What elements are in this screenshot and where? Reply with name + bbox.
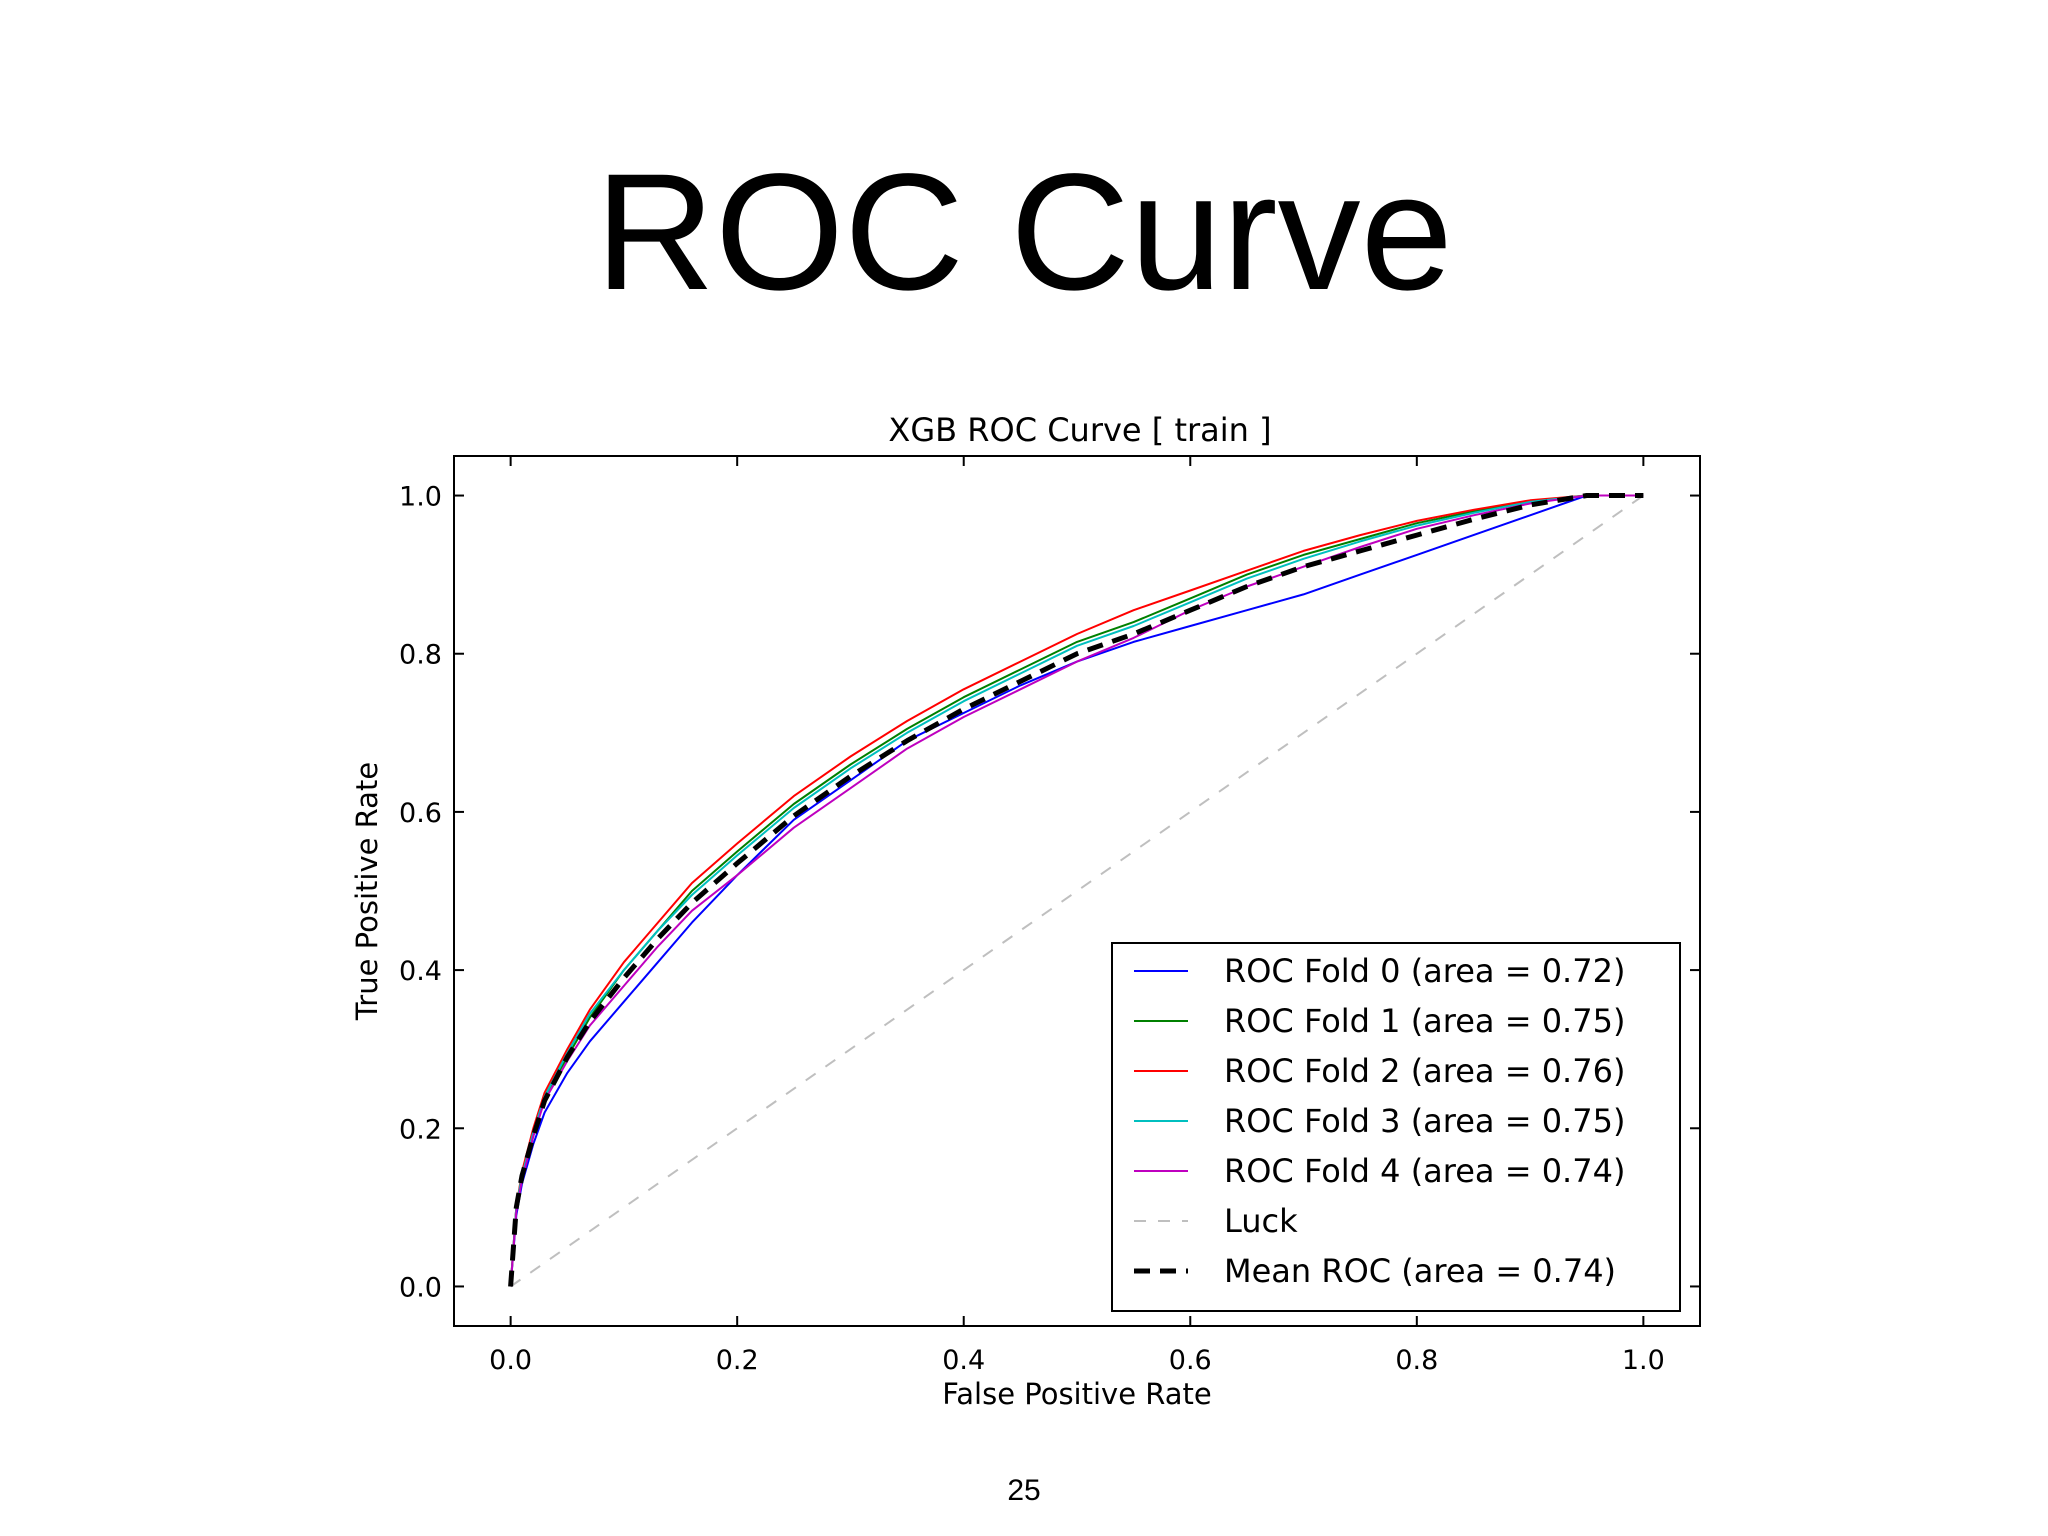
series-line-4 bbox=[509, 494, 1644, 1287]
legend-label-2: ROC Fold 2 (area = 0.76) bbox=[1224, 1052, 1625, 1090]
legend-label-4: ROC Fold 4 (area = 0.74) bbox=[1224, 1152, 1625, 1190]
chart-title: XGB ROC Curve [ train ] bbox=[888, 411, 1271, 449]
x-tick-label: 0.2 bbox=[716, 1345, 759, 1376]
series-line-2 bbox=[509, 494, 1644, 1287]
y-tick-label: 0.0 bbox=[399, 1272, 442, 1303]
x-tick-label: 0.6 bbox=[1169, 1345, 1212, 1376]
y-tick-label: 0.4 bbox=[399, 956, 442, 987]
series-layer bbox=[508, 493, 1644, 1288]
x-tick-label: 1.0 bbox=[1622, 1345, 1665, 1376]
y-tick-label: 0.6 bbox=[399, 798, 442, 829]
y-tick-label: 0.2 bbox=[399, 1114, 442, 1145]
legend-label-0: ROC Fold 0 (area = 0.72) bbox=[1224, 952, 1625, 990]
legend-label-5: Luck bbox=[1224, 1202, 1298, 1240]
slide-title: ROC Curve bbox=[595, 140, 1453, 325]
legend-entries: ROC Fold 0 (area = 0.72) ROC Fold 1 (area… bbox=[1134, 952, 1625, 1290]
series-line-6 bbox=[508, 493, 1644, 1287]
page-number: 25 bbox=[1007, 1474, 1041, 1507]
y-tick-label: 0.8 bbox=[399, 640, 442, 671]
x-tick-label: 0.4 bbox=[942, 1345, 985, 1376]
ticks-layer: 0.0 0.2 0.4 0.6 0.8 1.0 0.0 0.2 0.4 0.6 0.8 1.0 bbox=[399, 456, 1700, 1376]
legend: ROC Fold 0 (area = 0.72) ROC Fold 1 (area… bbox=[1111, 942, 1681, 1312]
legend-box bbox=[1111, 942, 1681, 1312]
x-tick-label: 0.0 bbox=[489, 1345, 532, 1376]
y-tick-label: 1.0 bbox=[399, 482, 442, 513]
legend-label-6: Mean ROC (area = 0.74) bbox=[1224, 1252, 1616, 1290]
y-axis-label: True Positive Rate bbox=[350, 762, 384, 1021]
plot-frame bbox=[453, 455, 1701, 1327]
x-tick-label: 0.8 bbox=[1395, 1345, 1438, 1376]
x-axis-label: False Positive Rate bbox=[942, 1377, 1212, 1411]
legend-label-1: ROC Fold 1 (area = 0.75) bbox=[1224, 1002, 1625, 1040]
legend-label-3: ROC Fold 3 (area = 0.75) bbox=[1224, 1102, 1625, 1140]
